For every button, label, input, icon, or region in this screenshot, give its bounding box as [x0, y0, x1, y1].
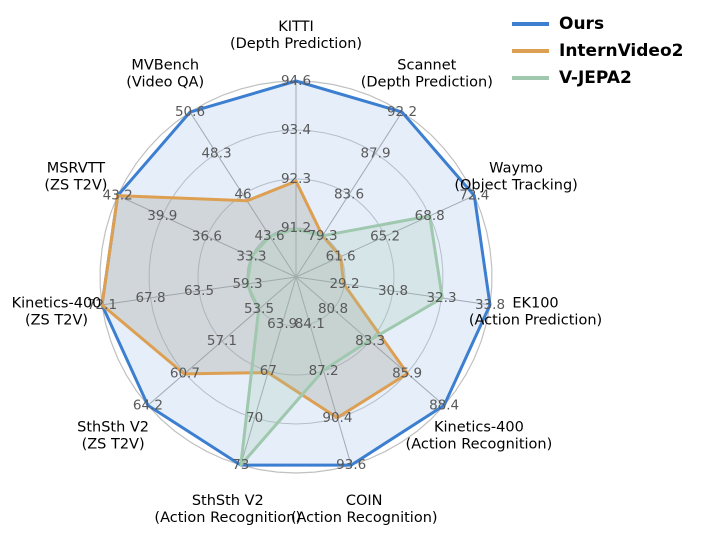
axis-label: Kinetics-400 (ZS T2V): [12, 295, 102, 328]
axis-label: Waymo (Object Tracking): [454, 161, 578, 194]
axis-tick-label: 83.6: [334, 187, 364, 203]
radar-axis-spoke: [240, 276, 297, 466]
radar-axis-spoke: [189, 111, 297, 278]
radar-axis-spoke: [147, 276, 297, 406]
axis-tick-label: 61.6: [326, 249, 356, 265]
axis-label: SthSth V2 (Action Recognition): [154, 493, 301, 526]
axis-tick-label: 36.6: [192, 228, 222, 244]
series-line-ours: [100, 79, 492, 467]
axis-tick-label: 53.5: [244, 301, 274, 317]
axis-tick-label: 85.9: [392, 365, 422, 381]
axis-tick-label: 93.4: [281, 122, 311, 138]
axis-tick-label: 73: [232, 457, 249, 473]
axis-tick-label: 80.8: [318, 301, 348, 317]
radar-axis-spoke: [295, 111, 403, 278]
axis-tick-label: 79.3: [307, 228, 337, 244]
axis-tick-label: 32.3: [426, 290, 456, 306]
radar-axis-spoke: [117, 195, 297, 278]
axis-label: EK100 (Action Prediction): [469, 295, 602, 328]
axis-label: MVBench (Video QA): [126, 57, 204, 90]
axis-tick-label: 72.1: [87, 297, 117, 313]
legend-label: InternVideo2: [559, 41, 683, 61]
axis-tick-label: 68.8: [415, 208, 445, 224]
axis-tick-label: 43.6: [254, 228, 284, 244]
axis-tick-label: 64.2: [133, 397, 163, 413]
radar-axis-spoke: [295, 195, 475, 278]
axis-tick-label: 87.2: [309, 363, 339, 379]
axis-tick-label: 43.2: [103, 188, 133, 204]
axis-tick-label: 63.5: [184, 283, 214, 299]
axis-label: SthSth V2 (ZS T2V): [77, 420, 149, 453]
grid-layer: [99, 80, 493, 474]
axis-tick-label: 87.9: [360, 145, 390, 161]
axis-tick-label: 70: [246, 410, 263, 426]
axis-tick-label: 33.3: [236, 249, 266, 265]
axis-tick-label: 94.6: [281, 73, 311, 89]
axis-label: COIN (Action Recognition): [291, 493, 438, 526]
axis-label-layer: KITTI (Depth Prediction) Scannet (Depth Pre…: [12, 19, 603, 526]
axis-tick-label: 57.1: [207, 333, 237, 349]
series-layer: [100, 79, 492, 467]
axis-tick-label: 33.8: [475, 297, 505, 313]
axis-tick-label: 65.2: [370, 228, 400, 244]
axis-tick-label: 90.4: [322, 410, 352, 426]
radar-outer-ring: [99, 80, 493, 474]
axis-tick-label: 92.3: [281, 171, 311, 187]
radar-axis-spoke: [101, 276, 297, 306]
axis-tick-label: 60.7: [170, 365, 200, 381]
axis-tick-label: 63.9: [267, 316, 297, 332]
tick-label-layer: 91.2 92.3 93.4 94.6 79.3 83.6 87.9 92.2 61.6 65.2…: [87, 73, 505, 473]
axis-tick-label: 67.8: [135, 290, 165, 306]
axis-label: Scannet (Depth Prediction): [361, 57, 493, 90]
axis-tick-label: 67: [260, 363, 277, 379]
legend-label: Ours: [559, 14, 604, 34]
axis-tick-label: 39.9: [147, 208, 177, 224]
axis-tick-label: 50.6: [175, 104, 205, 120]
axis-tick-label: 92.2: [387, 104, 417, 120]
axis-tick-label: 84.1: [295, 316, 325, 332]
axis-tick-label: 30.8: [378, 283, 408, 299]
axis-tick-label: 29.2: [329, 276, 359, 292]
axis-tick-label: 46: [234, 187, 251, 203]
radar-axis-spoke: [295, 276, 491, 306]
series-area-v-jepa2: [240, 215, 443, 466]
series-area-ours: [102, 81, 490, 466]
axis-tick-label: 93.6: [336, 457, 366, 473]
legend-label: V-JEPA2: [559, 68, 632, 88]
axis-tick-label: 59.3: [232, 276, 262, 292]
axis-tick-label: 88.4: [429, 397, 459, 413]
legend: Ours InternVideo2 V-JEPA2: [512, 14, 683, 88]
axis-label: KITTI (Depth Prediction): [230, 19, 362, 52]
series-line-v-jepa2: [239, 214, 444, 467]
axis-label: MSRVTT (ZS T2V): [44, 161, 107, 194]
radar-grid-ring: [197, 178, 395, 376]
axis-tick-label: 48.3: [201, 145, 231, 161]
axis-tick-label: 83.3: [355, 333, 385, 349]
axis-label: Kinetics-400 (Action Recognition): [406, 420, 553, 453]
radar-grid-ring: [148, 129, 444, 425]
axis-tick-label: 72.4: [459, 188, 489, 204]
axis-tick-label: 91.2: [281, 220, 311, 236]
